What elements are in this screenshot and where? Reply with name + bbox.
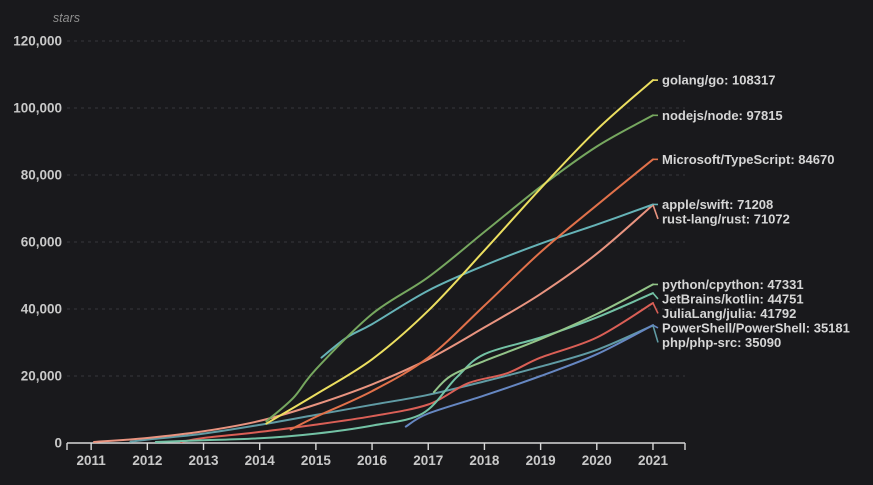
series-line-rust-lang-rust[interactable] [93,203,654,443]
x-tick-label-2014: 2014 [245,453,276,468]
series-label-python-cpython: python/cpython: 47331 [662,277,804,292]
series-line-python-cpython[interactable] [432,283,654,394]
x-tick-label-2012: 2012 [132,453,162,468]
x-tick-label-2019: 2019 [526,453,556,468]
x-tick-label-2013: 2013 [188,453,219,468]
x-tick-label-2017: 2017 [413,453,443,468]
x-tick-label-2020: 2020 [582,453,612,468]
series-leader-php-php-src [652,325,659,343]
y-tick-label-120000: 120,000 [13,34,62,49]
x-tick-label-2016: 2016 [357,453,388,468]
y-tick-label-80000: 80,000 [21,168,62,183]
series-leader-jetbrains-kotlin [652,292,659,300]
y-axis-unit-label: stars [53,11,80,25]
series-label-microsoft-typescript: Microsoft/TypeScript: 84670 [662,152,834,167]
series-line-julialang-julia[interactable] [180,302,654,443]
series-line-nodejs-node[interactable] [265,114,654,423]
x-tick-label-2011: 2011 [77,453,107,468]
series-label-apple-swift: apple/swift: 71208 [662,197,773,212]
y-tick-label-0: 0 [54,436,62,451]
x-tick-label-2018: 2018 [469,453,500,468]
y-tick-label-40000: 40,000 [21,302,62,317]
series-label-rust-lang-rust: rust-lang/rust: 71072 [662,211,790,226]
series-label-golang-go: golang/go: 108317 [662,73,775,88]
x-tick-label-2015: 2015 [301,453,332,468]
series-label-powershell-powershell: PowerShell/PowerShell: 35181 [662,320,850,335]
series-leader-julialang-julia [652,302,659,314]
series-line-php-php-src[interactable] [129,324,654,443]
series-label-nodejs-node: nodejs/node: 97815 [662,108,783,123]
y-tick-label-100000: 100,000 [13,101,62,116]
series-leader-rust-lang-rust [652,204,659,220]
y-tick-label-60000: 60,000 [21,235,62,250]
series-line-microsoft-typescript[interactable] [289,158,654,431]
series-line-golang-go[interactable] [265,79,654,425]
x-tick-label-2021: 2021 [638,453,669,468]
series-line-powershell-powershell[interactable] [404,324,654,428]
series-label-jetbrains-kotlin: JetBrains/kotlin: 44751 [662,291,804,306]
series-line-jetbrains-kotlin[interactable] [154,292,654,443]
series-label-julialang-julia: JuliaLang/julia: 41792 [662,306,796,321]
y-tick-label-20000: 20,000 [21,369,62,384]
series-label-php-php-src: php/php-src: 35090 [662,335,781,350]
